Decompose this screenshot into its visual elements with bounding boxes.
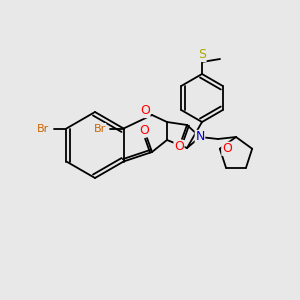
Text: O: O (139, 124, 149, 136)
Text: Br: Br (37, 124, 50, 134)
Text: S: S (198, 49, 206, 62)
Text: O: O (174, 140, 184, 154)
Text: O: O (222, 142, 232, 155)
Text: O: O (140, 104, 150, 118)
Text: Br: Br (94, 124, 106, 134)
Text: N: N (195, 130, 205, 143)
